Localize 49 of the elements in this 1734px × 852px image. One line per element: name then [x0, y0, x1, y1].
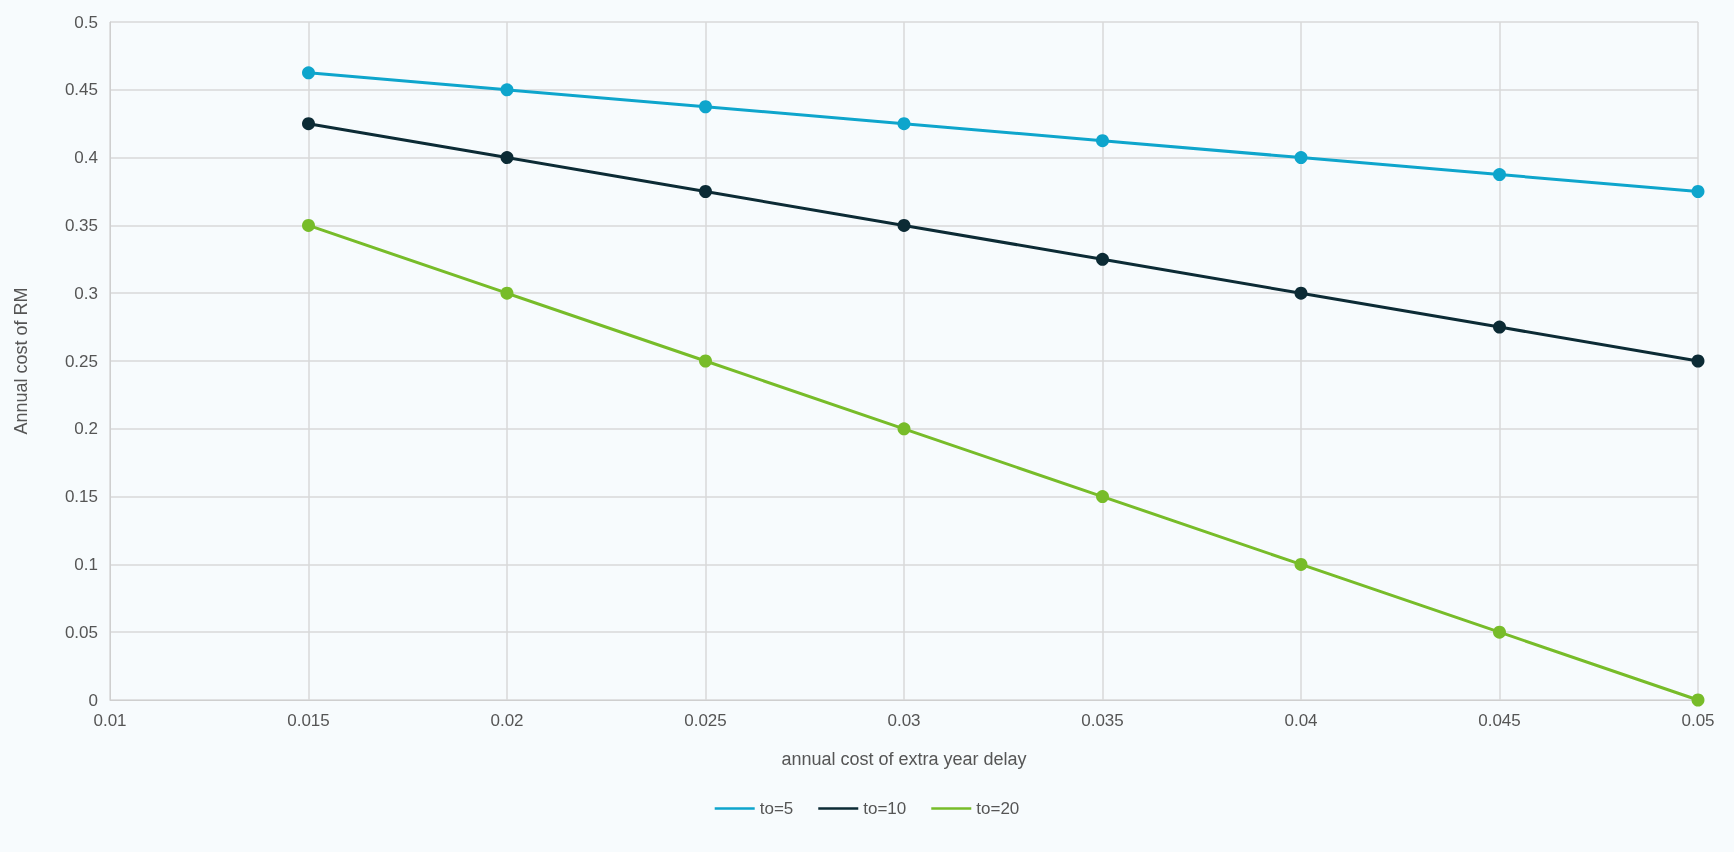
x-tick-label: 0.05 [1681, 711, 1715, 730]
point [699, 185, 712, 198]
point [699, 354, 712, 368]
point [897, 117, 911, 131]
y-tick-label: 0.2 [74, 419, 98, 439]
legend-label: to=5 [759, 799, 794, 818]
point [500, 83, 514, 97]
y-tick-label: 0.3 [74, 283, 98, 303]
y-tick-label: 0.4 [74, 148, 98, 168]
point [500, 151, 514, 165]
point [1493, 320, 1506, 334]
point [302, 66, 315, 80]
x-tick-label: 0.035 [1081, 711, 1124, 730]
point [1096, 490, 1109, 504]
x-axis-title: annual cost of extra year delay [781, 749, 1027, 769]
point [302, 218, 315, 232]
y-tick-label: 0.35 [64, 215, 98, 235]
point [1691, 693, 1705, 707]
y-tick-label: 0.45 [64, 80, 98, 100]
point [302, 117, 315, 131]
x-tick-label: 0.03 [887, 711, 921, 730]
point [897, 422, 911, 436]
point [1294, 557, 1308, 571]
point [1294, 286, 1308, 300]
y-tick-label: 0.25 [64, 351, 98, 371]
legend-label: to=20 [976, 799, 1020, 818]
point [500, 286, 514, 300]
point [699, 100, 712, 114]
x-tick-label: 0.045 [1478, 711, 1521, 730]
point [1294, 151, 1308, 165]
x-tick-label: 0.025 [684, 711, 727, 730]
legend-label: to=10 [863, 799, 907, 818]
point [1493, 625, 1506, 639]
x-tick-label: 0.01 [93, 711, 127, 730]
point [1096, 252, 1109, 266]
y-tick-label: 0.5 [74, 12, 98, 32]
y-tick-label: 0.05 [64, 622, 98, 642]
point [897, 218, 911, 232]
y-tick-label: 0.1 [74, 554, 98, 574]
point [1493, 168, 1506, 182]
x-tick-label: 0.04 [1284, 711, 1318, 730]
y-axis-title: Annual cost of RM [11, 287, 31, 435]
x-tick-label: 0.02 [490, 711, 524, 730]
point [1691, 354, 1705, 368]
y-tick-label: 0 [88, 690, 98, 710]
y-tick-label: 0.15 [64, 487, 98, 507]
point [1096, 134, 1109, 148]
point [1691, 185, 1705, 198]
x-tick-label: 0.015 [287, 711, 330, 730]
